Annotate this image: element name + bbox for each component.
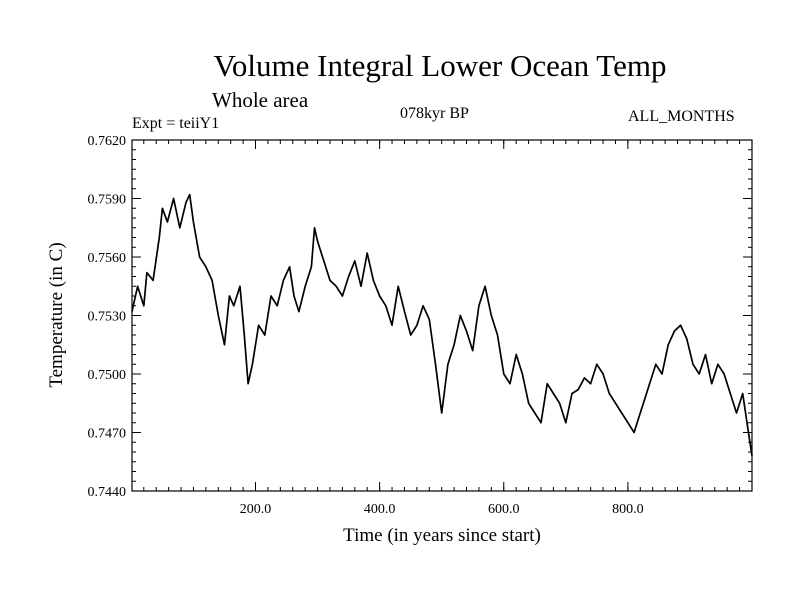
plot-frame (131, 139, 753, 492)
y-tick-label: 0.7560 (88, 251, 127, 266)
y-tick-label: 0.7470 (88, 427, 127, 442)
period-label: 078kyr BP (400, 105, 469, 122)
y-tick-label: 0.7440 (88, 485, 127, 500)
x-axis-label: Time (in years since start) (343, 525, 541, 546)
x-tick-label: 600.0 (488, 502, 520, 517)
y-tick-label: 0.7530 (88, 310, 127, 325)
experiment-label: Expt = teiiY1 (132, 115, 220, 132)
chart-title: Volume Integral Lower Ocean Temp (213, 48, 667, 83)
y-tick-label: 0.7620 (88, 134, 127, 149)
months-label: ALL_MONTHS (628, 108, 735, 125)
y-tick-label: 0.7500 (88, 368, 127, 383)
tick-labels: 0.7440 0.7470 0.7500 0.7530 0.7560 0.7590 0.76… (88, 134, 644, 517)
axis-ticks (132, 139, 752, 492)
series-line (131, 193, 753, 457)
x-tick-label: 200.0 (240, 502, 272, 517)
x-tick-label: 800.0 (612, 502, 644, 517)
x-tick-label: 400.0 (364, 502, 396, 517)
y-tick-label: 0.7590 (88, 193, 127, 208)
y-axis-label: Temperature (in C) (46, 242, 67, 387)
chart-subtitle: Whole area (212, 88, 309, 112)
